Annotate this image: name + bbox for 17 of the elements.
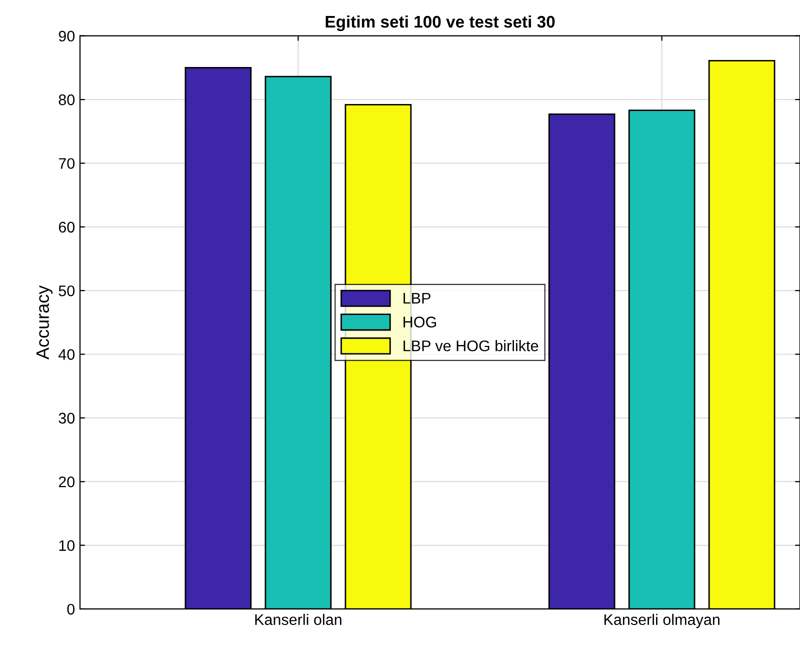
y-tick-label: 80	[58, 94, 75, 106]
y-tick-label: 60	[58, 222, 75, 233]
y-tick-label: 70	[58, 158, 75, 169]
legend-label: LBP	[404, 293, 430, 304]
y-tick-label: 10	[59, 540, 75, 551]
y-tick-label: 90	[58, 30, 75, 42]
x-tick-label: Kanserli olmayan	[604, 614, 720, 628]
legend-label: LBP ve HOG birlikte	[404, 340, 538, 352]
y-tick-label: 50	[58, 285, 75, 296]
y-tick-label: 20	[58, 476, 75, 488]
chart-title: Egitim seti 100 ve test seti 30	[326, 15, 555, 32]
y-tick-label: 30	[58, 412, 75, 424]
y-tick-label: 0	[67, 604, 75, 615]
legend-label: HOG	[404, 316, 436, 328]
y-axis-title: Accuracy	[36, 285, 53, 360]
x-tick-label: Kanserli olan	[255, 614, 342, 626]
y-tick-label: 40	[58, 349, 75, 360]
